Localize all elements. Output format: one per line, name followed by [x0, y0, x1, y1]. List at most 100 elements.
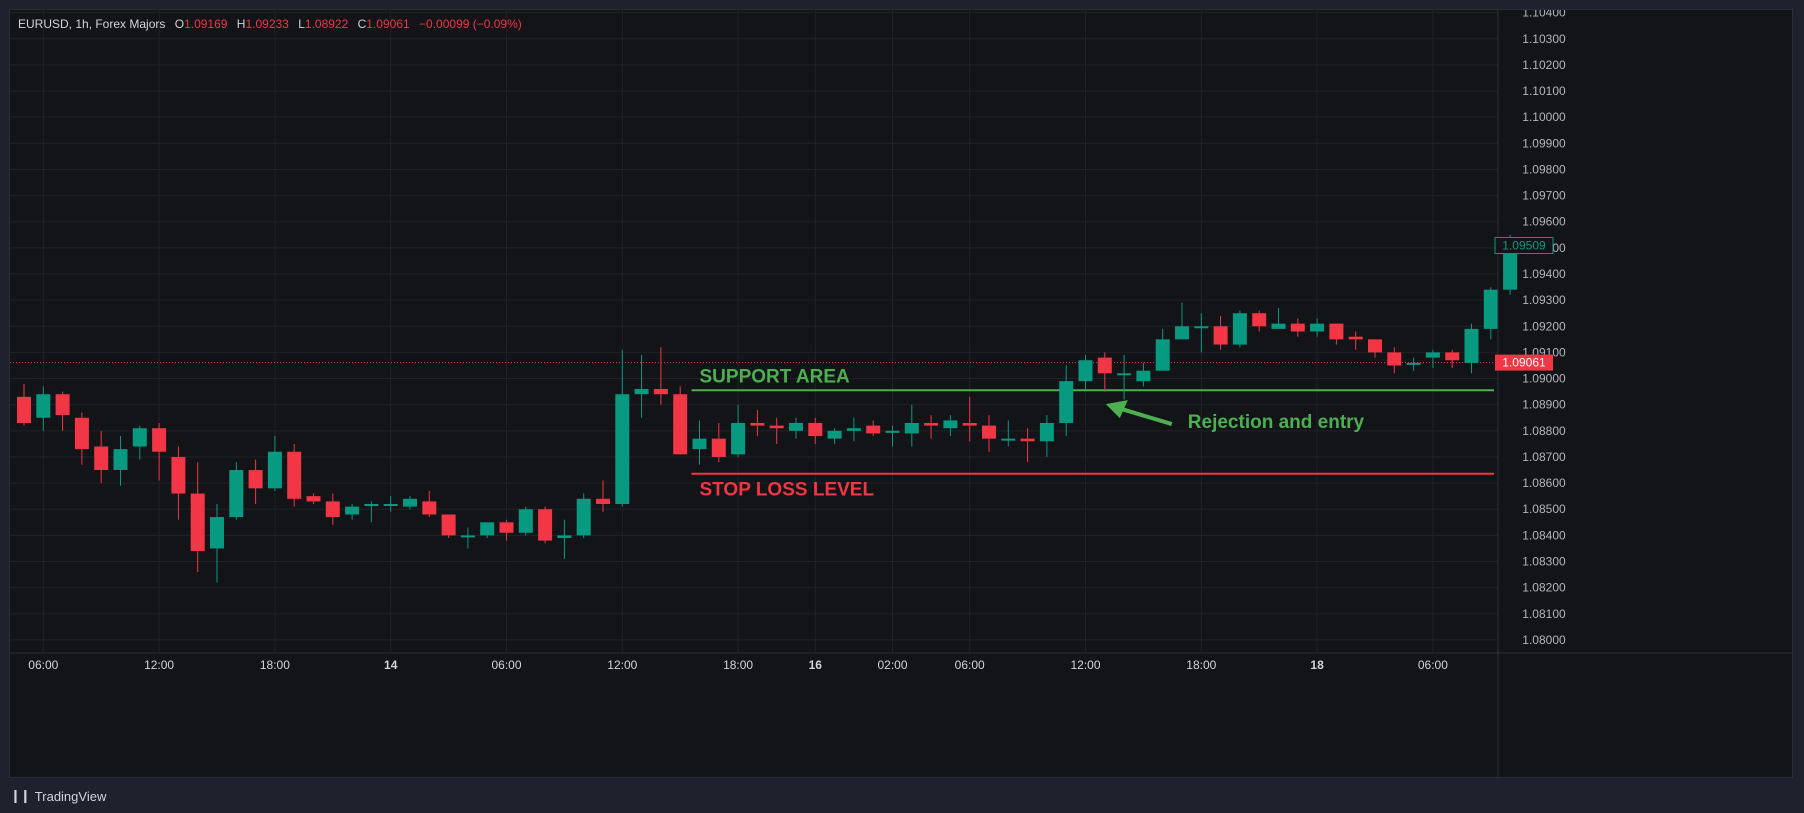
candle-body	[673, 394, 688, 455]
rejection-entry-label: Rejection and entry	[1188, 412, 1365, 433]
symbol-legend: EURUSD, 1h, Forex Majors O1.09169 H1.092…	[18, 17, 522, 31]
time-tick-label: 18:00	[260, 658, 290, 672]
candle	[1387, 347, 1402, 374]
chart-pane[interactable]: SUPPORT AREA STOP LOSS LEVEL Rejection and…	[9, 9, 1793, 778]
price-tick-label: 1.08700	[1522, 450, 1566, 464]
price-tick-label: 1.08400	[1522, 528, 1566, 542]
candle-body	[808, 422, 823, 437]
price-chart[interactable]: SUPPORT AREA STOP LOSS LEVEL Rejection and…	[10, 10, 1793, 778]
price-tick-label: 1.09600	[1522, 215, 1566, 229]
candle-body	[1155, 339, 1170, 371]
candle	[750, 409, 765, 437]
high-label: H	[236, 17, 246, 31]
time-tick-label: 06:00	[28, 658, 58, 672]
candle	[982, 415, 996, 452]
candle-body	[306, 496, 321, 502]
candle	[1271, 307, 1286, 329]
candle	[1232, 310, 1247, 348]
candle-body	[1097, 357, 1112, 374]
price-tick-label: 1.09900	[1522, 136, 1566, 150]
price-tick-label: 1.09700	[1522, 189, 1566, 203]
candle-body	[827, 430, 842, 439]
candle-body	[36, 394, 51, 418]
footer: ❙❙ TradingView	[10, 788, 106, 804]
price-axis[interactable]: 1.10400 1.10300 1.10200 1.10100 1.10000 1.099…	[1494, 10, 1566, 778]
tradingview-logo-icon[interactable]: ❙❙	[10, 788, 31, 803]
time-tick-label: 06:00	[1418, 658, 1448, 672]
candle	[152, 422, 167, 481]
candle	[1290, 318, 1305, 337]
candle-body	[132, 428, 147, 447]
candle	[17, 383, 31, 426]
candle-body	[190, 493, 205, 552]
symbol-title: EURUSD, 1h, Forex Majors	[18, 17, 166, 31]
candle-body	[692, 438, 707, 450]
candle	[885, 425, 900, 447]
low-value: 1.08922	[304, 17, 349, 31]
candle-body	[248, 470, 263, 489]
candle-body	[615, 394, 630, 505]
brand-label[interactable]: TradingView	[34, 788, 107, 804]
candle-body	[1020, 438, 1035, 442]
candle-body	[904, 422, 919, 434]
candle	[634, 355, 649, 418]
candle	[403, 496, 417, 510]
candle-body	[422, 501, 437, 515]
candle-body	[1039, 422, 1054, 442]
candle	[1078, 355, 1093, 390]
candles	[17, 234, 1518, 583]
price-tick-label: 1.08000	[1522, 633, 1566, 647]
candle-body	[982, 425, 996, 439]
candle	[1348, 331, 1363, 350]
candle	[210, 504, 224, 583]
candle	[789, 417, 803, 439]
time-tick-label: 16	[809, 658, 823, 672]
candle-body	[403, 498, 417, 507]
candle-body	[325, 501, 340, 518]
candle-body	[1329, 323, 1344, 340]
candle	[1406, 357, 1421, 371]
candle	[1368, 339, 1382, 358]
candle	[1039, 415, 1054, 457]
candle	[1117, 355, 1132, 400]
candle-body	[152, 428, 167, 452]
time-axis[interactable]: 06:00 12:00 18:00 14 06:00 12:00 18:00 16 02:00 0…	[10, 652, 1793, 672]
open-value: 1.09169	[184, 17, 228, 31]
annotations: SUPPORT AREA STOP LOSS LEVEL Rejection and…	[700, 366, 1365, 500]
candle-body	[1136, 370, 1151, 382]
candle-body	[731, 422, 746, 455]
candle-body	[1213, 326, 1228, 345]
candle	[866, 420, 881, 437]
candle-body	[1387, 352, 1402, 366]
candle-body	[1175, 326, 1189, 340]
time-tick-label: 14	[384, 658, 398, 672]
candle-body	[113, 449, 128, 471]
price-tick-label: 1.10300	[1522, 32, 1566, 46]
arrow-shaft	[1121, 407, 1173, 426]
candle	[731, 404, 746, 457]
candle-body	[885, 430, 900, 433]
candle-body	[460, 535, 475, 538]
candle	[422, 490, 437, 518]
candle	[1155, 328, 1170, 371]
stop-loss-label: STOP LOSS LEVEL	[700, 480, 875, 501]
candle	[1020, 428, 1035, 463]
candle	[1252, 310, 1267, 332]
candle	[248, 459, 263, 505]
candle	[692, 420, 707, 465]
level-lines	[10, 362, 1498, 475]
candle	[1213, 315, 1228, 350]
candle-body	[538, 509, 553, 541]
candle	[596, 480, 610, 512]
candle-body	[383, 504, 398, 507]
candle-body	[1503, 245, 1518, 290]
candle-body	[634, 389, 649, 395]
candle	[36, 386, 51, 431]
candle-body	[441, 514, 456, 536]
candle-body	[1232, 313, 1247, 345]
candle-body	[962, 422, 977, 426]
candle-body	[1425, 352, 1440, 358]
time-tick-label: 12:00	[1070, 658, 1100, 672]
candle-body	[1252, 313, 1267, 327]
candle	[460, 527, 475, 549]
